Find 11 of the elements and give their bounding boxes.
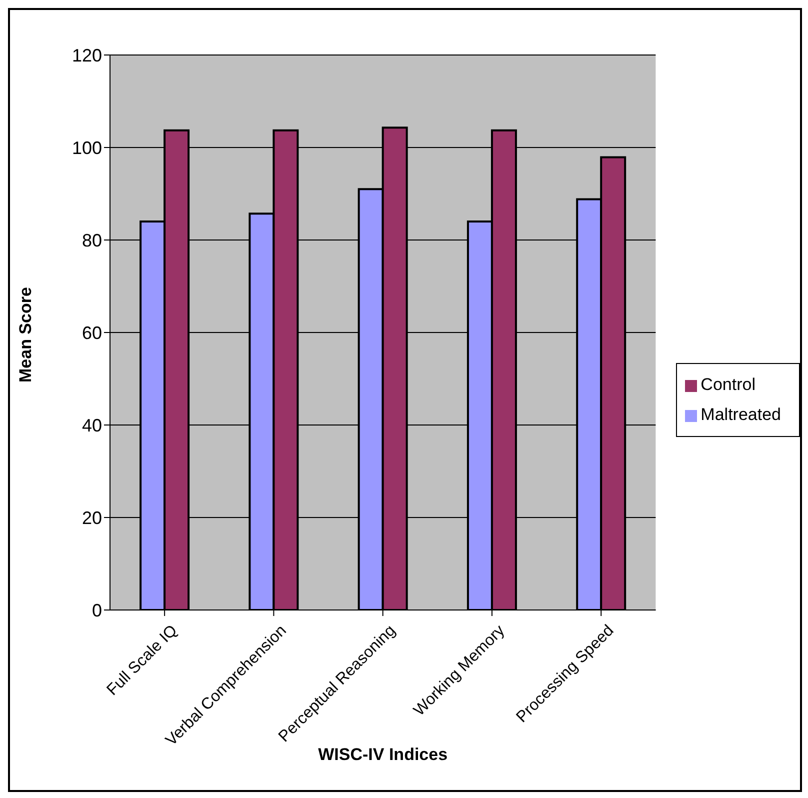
legend-label: Maltreated (700, 405, 781, 424)
y-tick-label: 40 (82, 415, 102, 436)
y-tick-label: 20 (82, 508, 102, 528)
y-axis-title: Mean Score (16, 287, 36, 382)
y-tick-label: 80 (82, 230, 102, 250)
legend-label: Control (700, 375, 756, 394)
y-tick-label: 60 (82, 322, 102, 343)
y-tick-label: 100 (72, 138, 102, 158)
y-tick-label: 0 (92, 600, 102, 620)
y-tick-label: 120 (72, 45, 102, 66)
x-axis-title: WISC-IV Indices (318, 745, 448, 764)
